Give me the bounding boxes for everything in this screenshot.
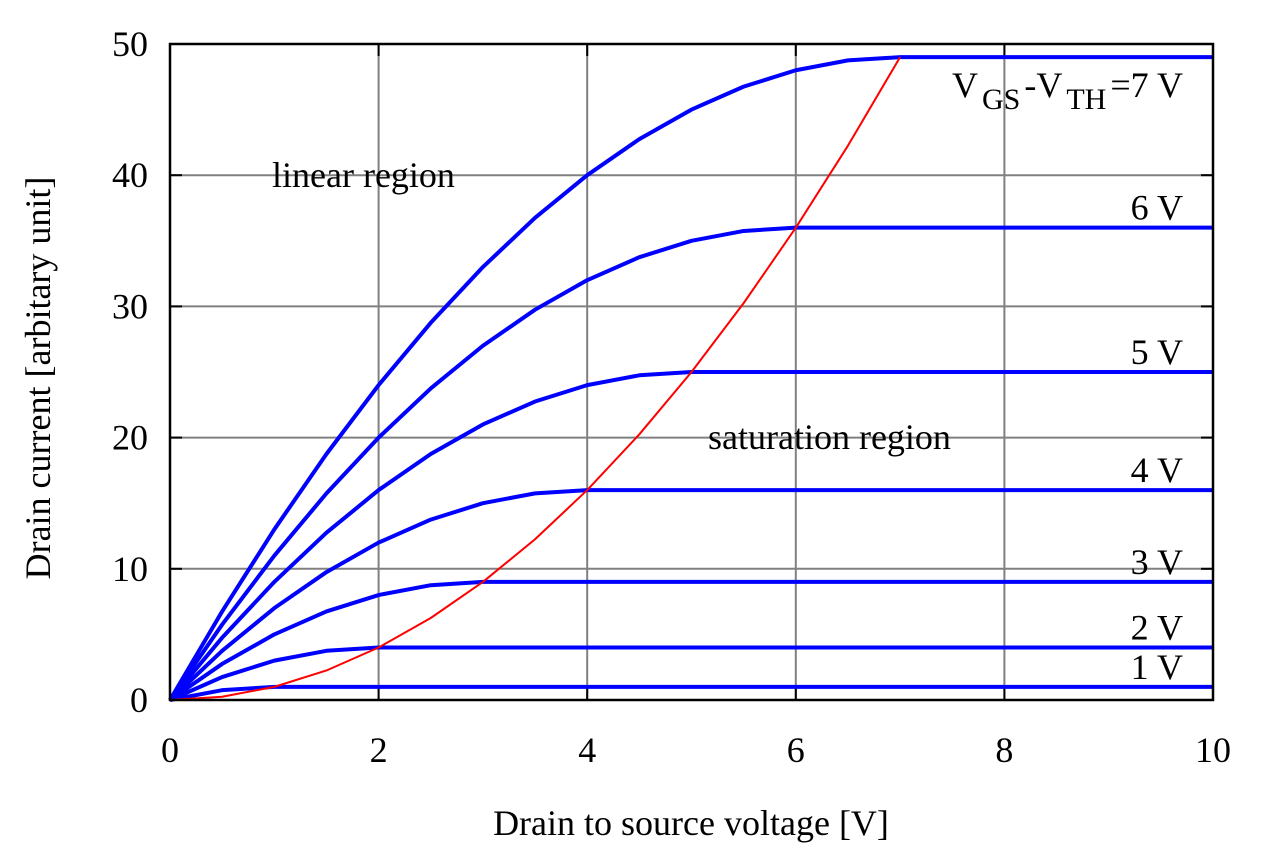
data-line — [169, 56, 901, 701]
data-line — [168, 488, 1213, 702]
series-label: 1 V — [1131, 647, 1183, 687]
series-label: 5 V — [1131, 332, 1183, 372]
data-line — [168, 225, 1213, 702]
x-tick-label: 10 — [1195, 730, 1231, 770]
data-line — [169, 684, 1213, 702]
annotation: linear region — [272, 155, 455, 195]
series-label: V GS -V TH =7 V — [952, 65, 1183, 116]
x-tick-label: 8 — [995, 730, 1013, 770]
y-tick-label: 40 — [112, 155, 148, 195]
y-tick-label: 10 — [112, 549, 148, 589]
x-axis-label: Drain to source voltage [V] — [493, 803, 889, 843]
x-tick-label: 2 — [370, 730, 388, 770]
y-tick-label: 50 — [112, 24, 148, 64]
x-tick-label: 4 — [578, 730, 596, 770]
annotation: saturation region — [708, 417, 951, 457]
y-tick-label: 30 — [112, 286, 148, 326]
data-line — [168, 579, 1213, 702]
data-line — [169, 645, 1213, 702]
series-label-part: V — [952, 65, 978, 105]
series-label: 6 V — [1131, 188, 1183, 228]
series-label-part: TH — [1066, 83, 1106, 116]
series-label-part: -V — [1024, 65, 1062, 105]
y-tick-label: 0 — [130, 680, 148, 720]
series-label-part: =7 V — [1110, 65, 1183, 105]
y-axis-label: Drain current [arbitary unit] — [18, 177, 58, 580]
series-label: 3 V — [1131, 542, 1183, 582]
x-tick-label: 0 — [161, 730, 179, 770]
series-label: 4 V — [1131, 450, 1183, 490]
data-line — [168, 55, 1213, 702]
series-label: 2 V — [1131, 608, 1183, 648]
series-label-part: GS — [982, 83, 1020, 116]
y-tick-label: 20 — [112, 418, 148, 458]
x-tick-label: 6 — [787, 730, 805, 770]
plot-frame — [168, 42, 1215, 702]
